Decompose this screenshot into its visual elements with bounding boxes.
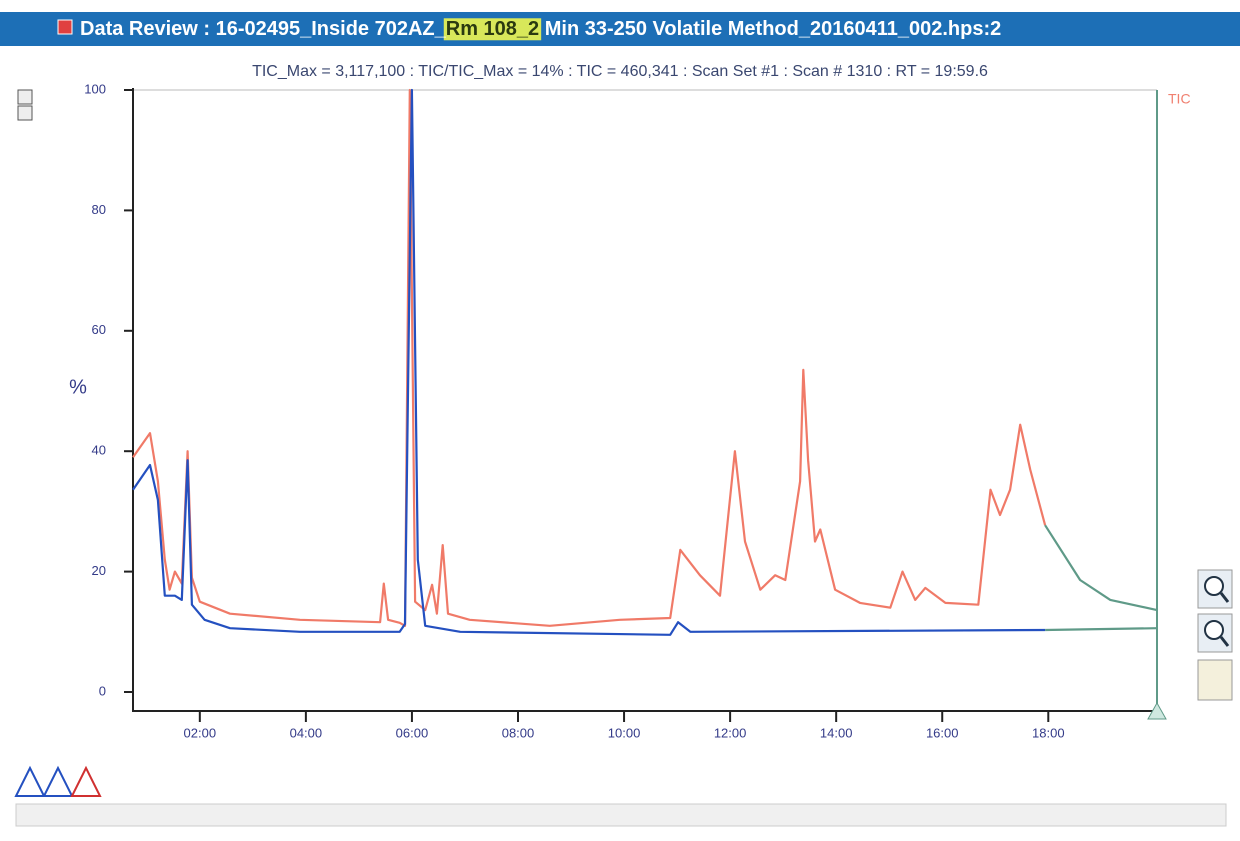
trace-line (1045, 627, 1158, 632)
trace-toggle[interactable] (42, 765, 74, 797)
legend-entry: TIC (1168, 91, 1191, 107)
chart-header: TIC_Max = 3,117,100 : TIC/TIC_Max = 14% … (252, 63, 988, 80)
title-bar (0, 12, 1240, 46)
title-text: Min 33-250 Volatile Method_20160411_002.… (539, 18, 1001, 40)
zoom-in-button[interactable] (1197, 569, 1233, 609)
scroll-down-button[interactable] (17, 105, 33, 121)
reset-zoom-button[interactable] (1197, 659, 1233, 701)
x-tick-label: 14:00 (820, 725, 853, 740)
horizontal-scrollbar[interactable] (15, 803, 1227, 827)
title-highlight-bg (443, 18, 542, 41)
x-tick-label: 16:00 (926, 725, 959, 740)
x-tick-label: 08:00 (502, 725, 535, 740)
scroll-up-button[interactable] (17, 89, 33, 105)
y-tick-label: 20 (92, 563, 106, 578)
y-tick-label: 0 (99, 683, 106, 698)
title-text: Data Review : 16-02495_Inside 702AZ_ (80, 18, 447, 40)
window-title: Data Review : 16-02495_Inside 702AZ_Rm 1… (80, 18, 1001, 40)
trace-line (132, 88, 1047, 627)
trace-line (1044, 524, 1158, 612)
y-tick-label: 40 (92, 443, 106, 458)
x-tick-label: 12:00 (714, 725, 747, 740)
y-tick-label: 100 (84, 81, 106, 96)
y-tick-label: 80 (92, 202, 106, 217)
window-icon (57, 19, 73, 35)
plot: 0 20 40 60 80 100 02:00 04:00 06:00 08:00 10:00 12:… (84, 81, 1158, 740)
x-tick-label: 06:00 (396, 725, 429, 740)
zoom-out-button[interactable] (1197, 613, 1233, 653)
y-axis-label: % (69, 376, 87, 398)
cursor-marker[interactable] (1147, 701, 1167, 720)
x-tick-label: 04:00 (290, 725, 323, 740)
trace-line (132, 88, 1046, 636)
x-tick-label: 02:00 (184, 725, 217, 740)
title-highlight: Rm 108_2 (446, 18, 539, 40)
trace-toggle[interactable] (70, 765, 102, 797)
trace-toggle[interactable] (14, 765, 46, 797)
y-tick-label: 60 (92, 322, 106, 337)
x-tick-label: 18:00 (1032, 725, 1065, 740)
x-tick-label: 10:00 (608, 725, 641, 740)
